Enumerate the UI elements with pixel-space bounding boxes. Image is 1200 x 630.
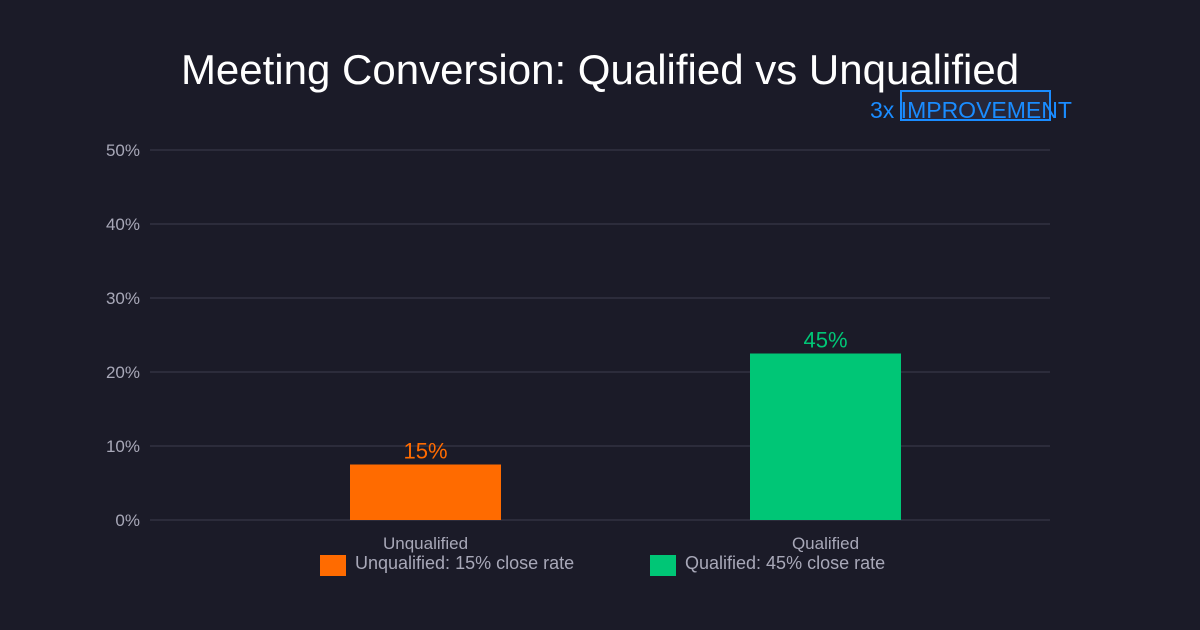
bar-unqualified (350, 464, 501, 520)
y-tick-label: 40% (106, 215, 140, 234)
annotation-text: 3x IMPROVEMENT (870, 97, 1072, 123)
y-tick-label: 50% (106, 141, 140, 160)
chart-title: Meeting Conversion: Qualified vs Unquali… (181, 46, 1019, 93)
legend-swatch (320, 555, 346, 576)
data-label: 15% (403, 439, 447, 464)
x-tick-label: Qualified (792, 534, 859, 553)
legend-swatch (650, 555, 676, 576)
y-tick-label: 20% (106, 363, 140, 382)
y-tick-label: 0% (115, 511, 140, 530)
y-tick-label: 10% (106, 437, 140, 456)
y-tick-label: 30% (106, 289, 140, 308)
data-label: 45% (803, 328, 847, 353)
legend-label: Qualified: 45% close rate (685, 553, 885, 573)
legend-label: Unqualified: 15% close rate (355, 553, 574, 573)
bar-qualified (750, 353, 901, 520)
x-tick-label: Unqualified (383, 534, 468, 553)
annotation-box (900, 90, 1051, 121)
